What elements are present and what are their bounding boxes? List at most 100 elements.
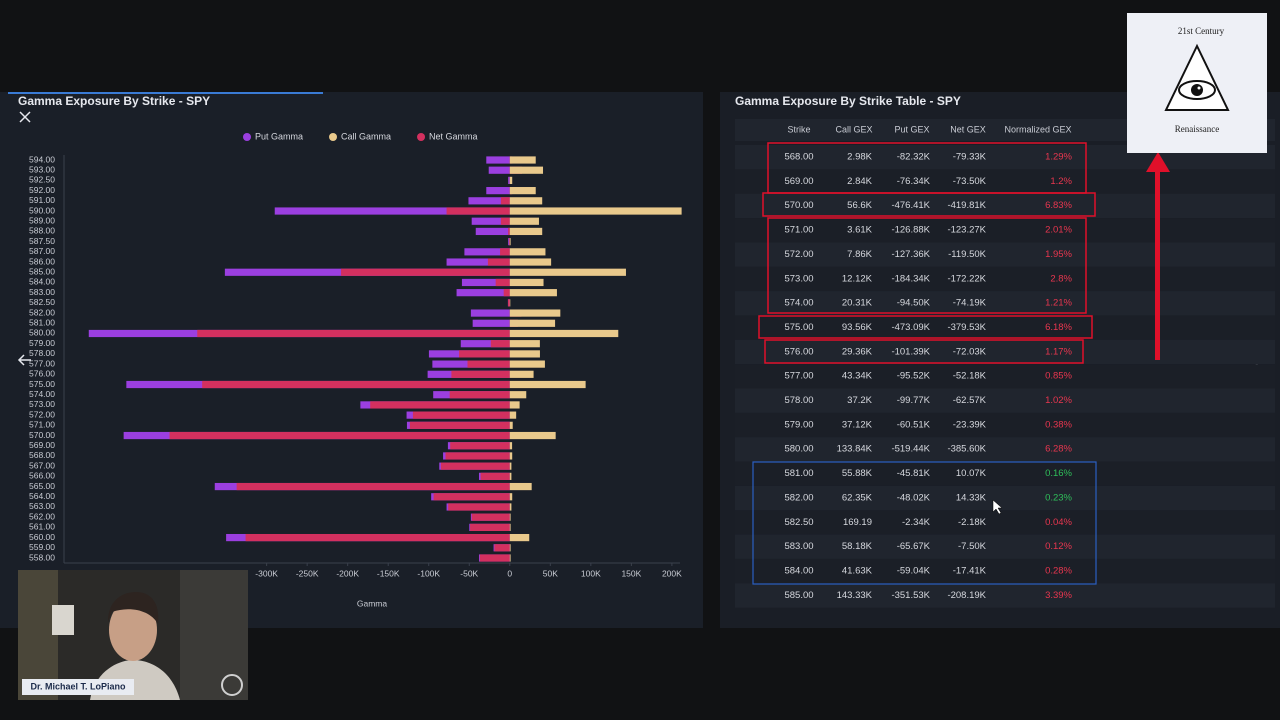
table-cell: 20.31K	[842, 298, 873, 309]
x-tick-label: 50K	[543, 568, 558, 578]
bar	[480, 472, 510, 480]
x-tick-label: 150K	[621, 568, 641, 578]
y-tick-label: 581.00	[29, 318, 55, 328]
bar	[479, 554, 510, 562]
x-tick-label: 0	[507, 568, 512, 578]
bar	[197, 329, 510, 338]
logo-bottom-text: Renaissance	[1175, 124, 1219, 134]
bar	[509, 166, 544, 174]
table-cell: 568.00	[784, 152, 813, 163]
table-header: Call GEX	[835, 124, 872, 134]
table-cell: 62.35K	[842, 492, 873, 503]
y-tick-label: 558.00	[29, 552, 55, 562]
bar	[169, 431, 510, 440]
bar	[508, 238, 510, 246]
table-cell: 580.00	[784, 444, 813, 455]
table-cell: 0.12%	[1045, 541, 1072, 552]
table-cell: 0.04%	[1045, 517, 1072, 528]
y-tick-label: 562.00	[29, 511, 55, 521]
table-cell: 2.8%	[1050, 273, 1072, 284]
y-tick-label: 560.00	[29, 532, 55, 542]
bar	[451, 370, 510, 378]
table-header: Net GEX	[950, 124, 986, 134]
table-cell: 0.38%	[1045, 419, 1072, 430]
table-cell: -119.50K	[948, 249, 987, 260]
y-tick-label: 587.00	[29, 246, 55, 256]
table-cell: -7.50K	[958, 541, 987, 552]
table-cell: -379.53K	[947, 322, 986, 333]
table-cell: 0.16%	[1045, 468, 1072, 479]
table-cell: -72.03K	[953, 346, 987, 357]
y-tick-label: 570.00	[29, 430, 55, 440]
table-cell: -184.34K	[891, 273, 930, 284]
bar	[509, 391, 527, 399]
table-cell: -351.53K	[891, 590, 930, 601]
bar	[236, 482, 510, 491]
y-tick-label: 582.50	[29, 297, 55, 307]
bar	[509, 258, 552, 266]
bar	[470, 523, 510, 531]
bar	[245, 533, 510, 542]
table-cell: -52.18K	[953, 371, 987, 382]
x-tick-label: 200K	[662, 568, 682, 578]
bar	[341, 268, 510, 276]
table: Strike Call GEX Put GEX Net GEX Normalized G…	[735, 124, 1275, 608]
y-tick-label: 567.00	[29, 460, 55, 470]
table-row	[735, 291, 1275, 316]
y-tick-label: 579.00	[29, 338, 55, 348]
x-tick-label: -50K	[460, 568, 478, 578]
table-row	[735, 510, 1275, 535]
bar	[274, 207, 510, 215]
table-cell: 7.86K	[847, 249, 872, 260]
close-button[interactable]	[19, 111, 31, 123]
table-cell: 93.56K	[842, 322, 873, 333]
y-tick-label: 582.00	[29, 307, 55, 317]
table-cell: 579.00	[784, 419, 813, 430]
legend-label: Net Gamma	[429, 131, 478, 141]
bar	[488, 166, 510, 174]
table-cell: 143.33K	[837, 590, 873, 601]
bar	[509, 176, 513, 185]
bar	[509, 248, 546, 256]
y-tick-label: 587.50	[29, 236, 55, 246]
bar	[509, 187, 536, 195]
bar	[409, 421, 510, 429]
bar	[509, 380, 586, 389]
y-tick-label: 571.00	[29, 420, 55, 430]
x-tick-label: -200K	[336, 568, 359, 578]
y-tick-label: 577.00	[29, 358, 55, 368]
table-cell: 58.18K	[842, 541, 873, 552]
y-tick-label: 568.00	[29, 450, 55, 460]
table-cell: 3.61K	[847, 225, 872, 236]
table-row	[735, 218, 1275, 243]
table-cell: 14.33K	[956, 492, 987, 503]
table-cell: 6.28%	[1045, 444, 1072, 455]
bar	[509, 278, 544, 287]
table-cell: 576.00	[784, 346, 813, 357]
bar	[509, 411, 517, 419]
bar	[509, 462, 512, 470]
bar	[509, 421, 513, 429]
y-tick-label: 580.00	[29, 328, 55, 338]
bar	[509, 493, 513, 501]
y-tick-label: 569.00	[29, 440, 55, 450]
annotation-arrow	[1146, 152, 1170, 360]
table-header: Normalized GEX	[1004, 124, 1071, 134]
bar	[509, 309, 561, 317]
table-row	[735, 461, 1275, 486]
logo-top-text: 21st Century	[1178, 26, 1225, 36]
table-cell: 572.00	[784, 249, 813, 260]
bar	[509, 340, 540, 348]
bar	[508, 227, 510, 236]
bar	[509, 207, 682, 215]
table-cell: 56.6K	[847, 200, 872, 211]
table-cell: 1.29%	[1045, 152, 1072, 163]
table-cell: -23.39K	[953, 419, 987, 430]
table-cell: 578.00	[784, 395, 813, 406]
y-tick-label: 589.00	[29, 215, 55, 225]
prev-arrow[interactable]	[17, 354, 31, 366]
bar	[456, 289, 510, 297]
mouse-cursor	[992, 499, 1003, 515]
chart-layer: Put Gamma Call Gamma Net Gamma -300K -250K -2…	[29, 131, 682, 578]
